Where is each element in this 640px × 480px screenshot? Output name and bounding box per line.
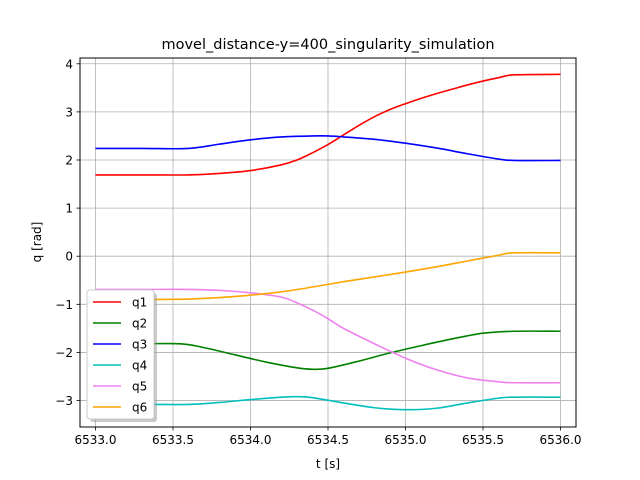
legend-label-q4: q4 <box>132 359 147 373</box>
legend-label-q2: q2 <box>132 317 147 331</box>
x-tick-label: 6534.5 <box>307 433 349 447</box>
legend: q1 q2 q3 q4 q5 q6 <box>86 289 157 422</box>
chart-title: movel_distance-y=400_singularity_simulat… <box>161 37 494 53</box>
legend-label-q5: q5 <box>132 380 147 394</box>
x-tick-label: 6535.0 <box>385 433 427 447</box>
y-tick-label: −3 <box>55 394 73 408</box>
series-line-q3 <box>95 135 561 162</box>
series-lines <box>95 73 561 411</box>
x-tick-label: 6536.0 <box>540 433 582 447</box>
y-tick-label: 4 <box>65 57 73 71</box>
series-line-q1 <box>95 73 561 176</box>
legend-label-q3: q3 <box>132 338 147 352</box>
series-line-q5 <box>95 288 561 384</box>
y-tick-label: −2 <box>55 346 73 360</box>
x-tick-label: 6533.5 <box>152 433 194 447</box>
axis-ticks: 6533.0 6533.5 6534.0 6534.5 6535.0 6535.5 6536… <box>55 57 581 447</box>
series-line-q2 <box>95 330 561 371</box>
legend-label-q1: q1 <box>132 296 147 310</box>
x-tick-label: 6534.0 <box>230 433 272 447</box>
y-axis-label: q [rad] <box>30 222 44 263</box>
grid-lines <box>80 58 576 427</box>
x-tick-label: 6533.0 <box>75 433 117 447</box>
y-tick-label: 3 <box>65 105 73 119</box>
x-axis-label: t [s] <box>316 457 340 471</box>
y-tick-label: 1 <box>65 202 73 216</box>
y-tick-label: 0 <box>65 250 73 264</box>
y-tick-label: −1 <box>55 298 73 312</box>
y-tick-label: 2 <box>65 153 73 167</box>
x-tick-label: 6535.5 <box>462 433 504 447</box>
series-line-q4 <box>95 395 561 411</box>
legend-label-q6: q6 <box>132 401 147 415</box>
series-line-q6 <box>95 251 561 301</box>
